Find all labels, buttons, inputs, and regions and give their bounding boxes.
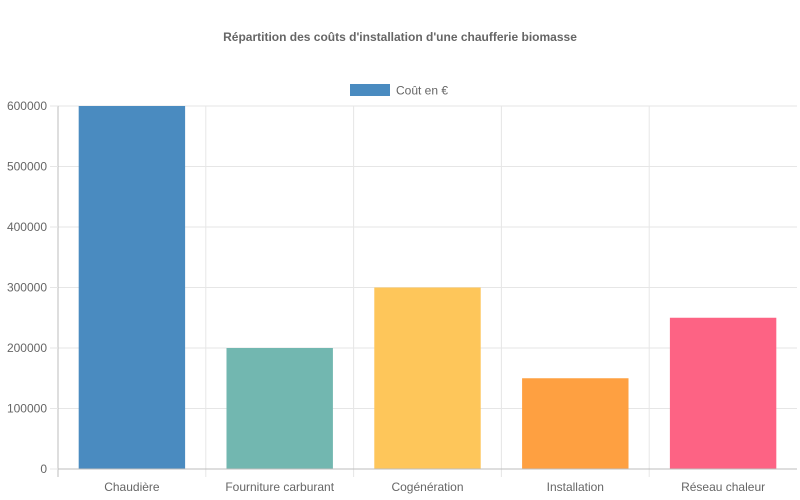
x-tick-label: Cogénération	[391, 480, 463, 494]
y-tick-label: 600000	[7, 99, 47, 113]
bar[interactable]	[522, 378, 629, 469]
y-tick-label: 0	[40, 462, 47, 476]
x-tick-label: Installation	[547, 480, 604, 494]
axes	[50, 106, 797, 477]
bar[interactable]	[78, 106, 186, 469]
x-tick-label: Fourniture carburant	[225, 480, 334, 494]
chart-title: Répartition des coûts d'installation d'u…	[223, 30, 577, 44]
y-axis-ticks: 0 100000 200000 300000 400000 500000 600000	[7, 99, 58, 476]
x-axis-ticks: Chaudière Fourniture carburant Cogénératio…	[104, 480, 765, 494]
legend-label: Coût en €	[396, 84, 448, 98]
x-tick-label: Réseau chaleur	[681, 480, 765, 494]
bar[interactable]	[226, 348, 333, 469]
y-tick-label: 100000	[7, 402, 47, 416]
x-tick-label: Chaudière	[104, 480, 160, 494]
legend-swatch	[350, 84, 390, 96]
bars	[78, 106, 777, 470]
bar[interactable]	[374, 287, 481, 470]
bar[interactable]	[669, 317, 777, 469]
y-tick-label: 400000	[7, 220, 47, 234]
y-tick-label: 500000	[7, 160, 47, 174]
y-tick-label: 300000	[7, 281, 47, 295]
legend[interactable]: Coût en €	[350, 84, 448, 98]
y-tick-label: 200000	[7, 341, 47, 355]
